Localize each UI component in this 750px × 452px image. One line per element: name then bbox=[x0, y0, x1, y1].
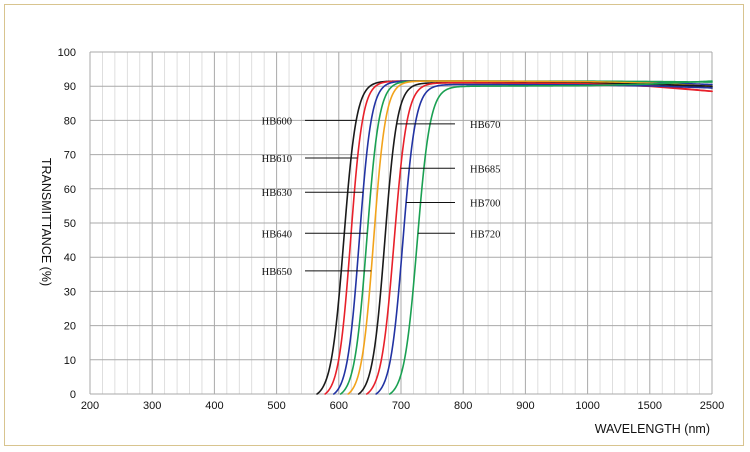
series-label-hb650: HB650 bbox=[262, 267, 292, 278]
x-tick-label: 200 bbox=[81, 400, 99, 412]
x-tick-label: 500 bbox=[267, 400, 285, 412]
x-tick-label: 300 bbox=[143, 400, 161, 412]
x-axis-title: WAVELENGTH (nm) bbox=[595, 422, 710, 436]
x-tick-label: 400 bbox=[205, 400, 223, 412]
y-tick-label: 100 bbox=[58, 47, 76, 59]
series-line-hb685 bbox=[365, 81, 713, 395]
series-label-hb720: HB720 bbox=[470, 229, 500, 240]
series-label-hb610: HB610 bbox=[262, 154, 292, 165]
x-tick-label: 600 bbox=[330, 400, 348, 412]
x-tick-label: 1000 bbox=[575, 400, 599, 412]
y-tick-label: 20 bbox=[64, 321, 76, 333]
series-label-hb670: HB670 bbox=[470, 120, 500, 131]
y-axis-title: TRANSMITTANCE (%) bbox=[39, 158, 53, 286]
x-tick-label: 2500 bbox=[700, 400, 724, 412]
x-tick-label: 1500 bbox=[638, 400, 662, 412]
x-tick-label: 700 bbox=[392, 400, 410, 412]
series-label-hb685: HB685 bbox=[470, 164, 500, 175]
y-tick-label: 70 bbox=[64, 150, 76, 162]
y-tick-label: 40 bbox=[64, 252, 76, 264]
series-label-hb630: HB630 bbox=[262, 188, 292, 199]
y-tick-label: 50 bbox=[64, 218, 76, 230]
series-curves bbox=[316, 80, 713, 395]
series-labels: HB600 HB610 HB630 HB640 HB650 HB670 HB685 HB700… bbox=[262, 116, 501, 277]
y-tick-label: 60 bbox=[64, 184, 76, 196]
y-tick-label: 80 bbox=[64, 115, 76, 127]
series-line-hb720 bbox=[389, 80, 713, 395]
series-line-hb670 bbox=[357, 81, 713, 395]
series-line-hb630 bbox=[333, 80, 713, 395]
y-tick-label: 10 bbox=[64, 355, 76, 367]
major-grid bbox=[89, 51, 713, 395]
x-tick-label: 900 bbox=[516, 400, 534, 412]
series-line-hb700 bbox=[375, 83, 713, 395]
series-label-hb640: HB640 bbox=[262, 229, 292, 240]
y-tick-label: 30 bbox=[64, 286, 76, 298]
series-label-hb700: HB700 bbox=[470, 198, 500, 209]
x-tick-label: 800 bbox=[454, 400, 472, 412]
series-line-hb650 bbox=[347, 80, 713, 395]
tick-labels: 200 300 400 500 600 700 800 900 1000 1500 2500 0 10 2… bbox=[58, 47, 725, 412]
series-label-hb600: HB600 bbox=[262, 116, 292, 127]
y-tick-label: 0 bbox=[70, 389, 76, 401]
y-tick-label: 90 bbox=[64, 81, 76, 93]
